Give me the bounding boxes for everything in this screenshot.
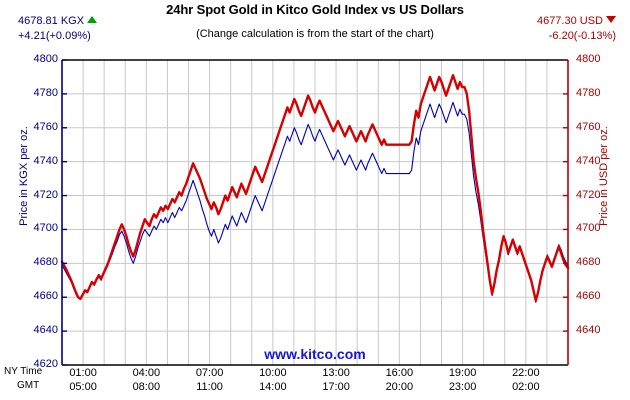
x-axis-gmt-tick-label: 14:00 — [259, 381, 287, 393]
y-axis-right-tick-label: 4660 — [576, 290, 601, 303]
x-axis-gmt-tick-label: 23:00 — [448, 381, 477, 393]
up-arrow-icon — [87, 16, 98, 23]
kgx-quote: 4678.81 KGX +4.21(+0.09%) — [18, 14, 98, 44]
y-axis-left-tick-label: 4640 — [33, 324, 58, 337]
y-axis-right-tick-label: 4800 — [576, 53, 601, 65]
x-axis-gmt-tick-label: 17:00 — [322, 381, 350, 393]
x-axis-gmt-tick-label: 05:00 — [69, 381, 97, 393]
y-axis-right-tick-label: 4760 — [576, 120, 601, 133]
y-axis-left-tick-label: 4660 — [33, 290, 58, 303]
y-axis-right-tick-label: 4720 — [576, 188, 601, 201]
x-axis-ny-tick-label: 04:00 — [132, 367, 161, 379]
y-axis-right-tick-label: 4740 — [576, 154, 601, 167]
x-axis-gmt-tick-label: 02:00 — [512, 381, 540, 393]
y-axis-left-tick-label: 4760 — [33, 120, 58, 133]
y-axis-left-tick-label: 4720 — [33, 188, 58, 201]
y-axis-left-tick-label: 4700 — [33, 222, 58, 235]
usd-price-value: 4677.30 USD — [536, 15, 603, 27]
y-axis-left-tick-label: 4680 — [33, 256, 58, 269]
usd-quote: 4677.30 USD -6.20(-0.13%) — [537, 14, 616, 44]
kgx-price-value: 4678.81 KGX — [18, 15, 85, 27]
x-axis-ny-tick-label: 10:00 — [259, 367, 287, 379]
kgx-change-value: +4.21(+0.09%) — [18, 30, 91, 42]
gmt-label: GMT — [17, 380, 40, 391]
y-axis-right-tick-label: 4780 — [576, 86, 601, 99]
x-axis-ny-tick-label: 19:00 — [448, 367, 477, 379]
x-axis-ny-tick-label: 01:00 — [69, 367, 97, 379]
y-axis-left-tick-label: 4740 — [33, 154, 58, 167]
y-axis-left-tick-label: 4780 — [33, 86, 58, 99]
x-axis-ny-tick-label: 13:00 — [322, 367, 350, 379]
y-axis-left-tick-label: 4620 — [33, 358, 58, 370]
x-axis-gmt-tick-label: 20:00 — [385, 381, 414, 393]
usd-price-line: 4677.30 USD — [537, 14, 616, 29]
kgx-price-line: 4678.81 KGX — [18, 14, 98, 29]
y-axis-right-tick-label: 4680 — [576, 256, 601, 269]
ny-time-label: NY Time — [4, 366, 43, 377]
kitco-watermark: www.kitco.com — [264, 346, 366, 362]
x-axis-ny-tick-label: 22:00 — [512, 367, 540, 379]
x-axis-gmt-tick-label: 11:00 — [196, 381, 223, 393]
series-line — [60, 74, 570, 302]
x-axis-ny-tick-label: 16:00 — [385, 367, 414, 379]
x-axis-gmt-tick-label: 08:00 — [132, 381, 161, 393]
y-axis-right-tick-label: 4700 — [576, 222, 601, 235]
x-axis-ny-tick-label: 07:00 — [195, 367, 224, 379]
chart-subtitle: (Change calculation is from the start of… — [196, 28, 434, 40]
page-title: 24hr Spot Gold in Kitco Gold Index vs US… — [166, 2, 464, 17]
y-axis-right-tick-label: 4640 — [576, 324, 601, 337]
y-axis-left-tick-label: 4800 — [33, 53, 58, 65]
down-arrow-icon — [606, 16, 616, 23]
usd-change-value: -6.20(-0.13%) — [548, 30, 616, 42]
